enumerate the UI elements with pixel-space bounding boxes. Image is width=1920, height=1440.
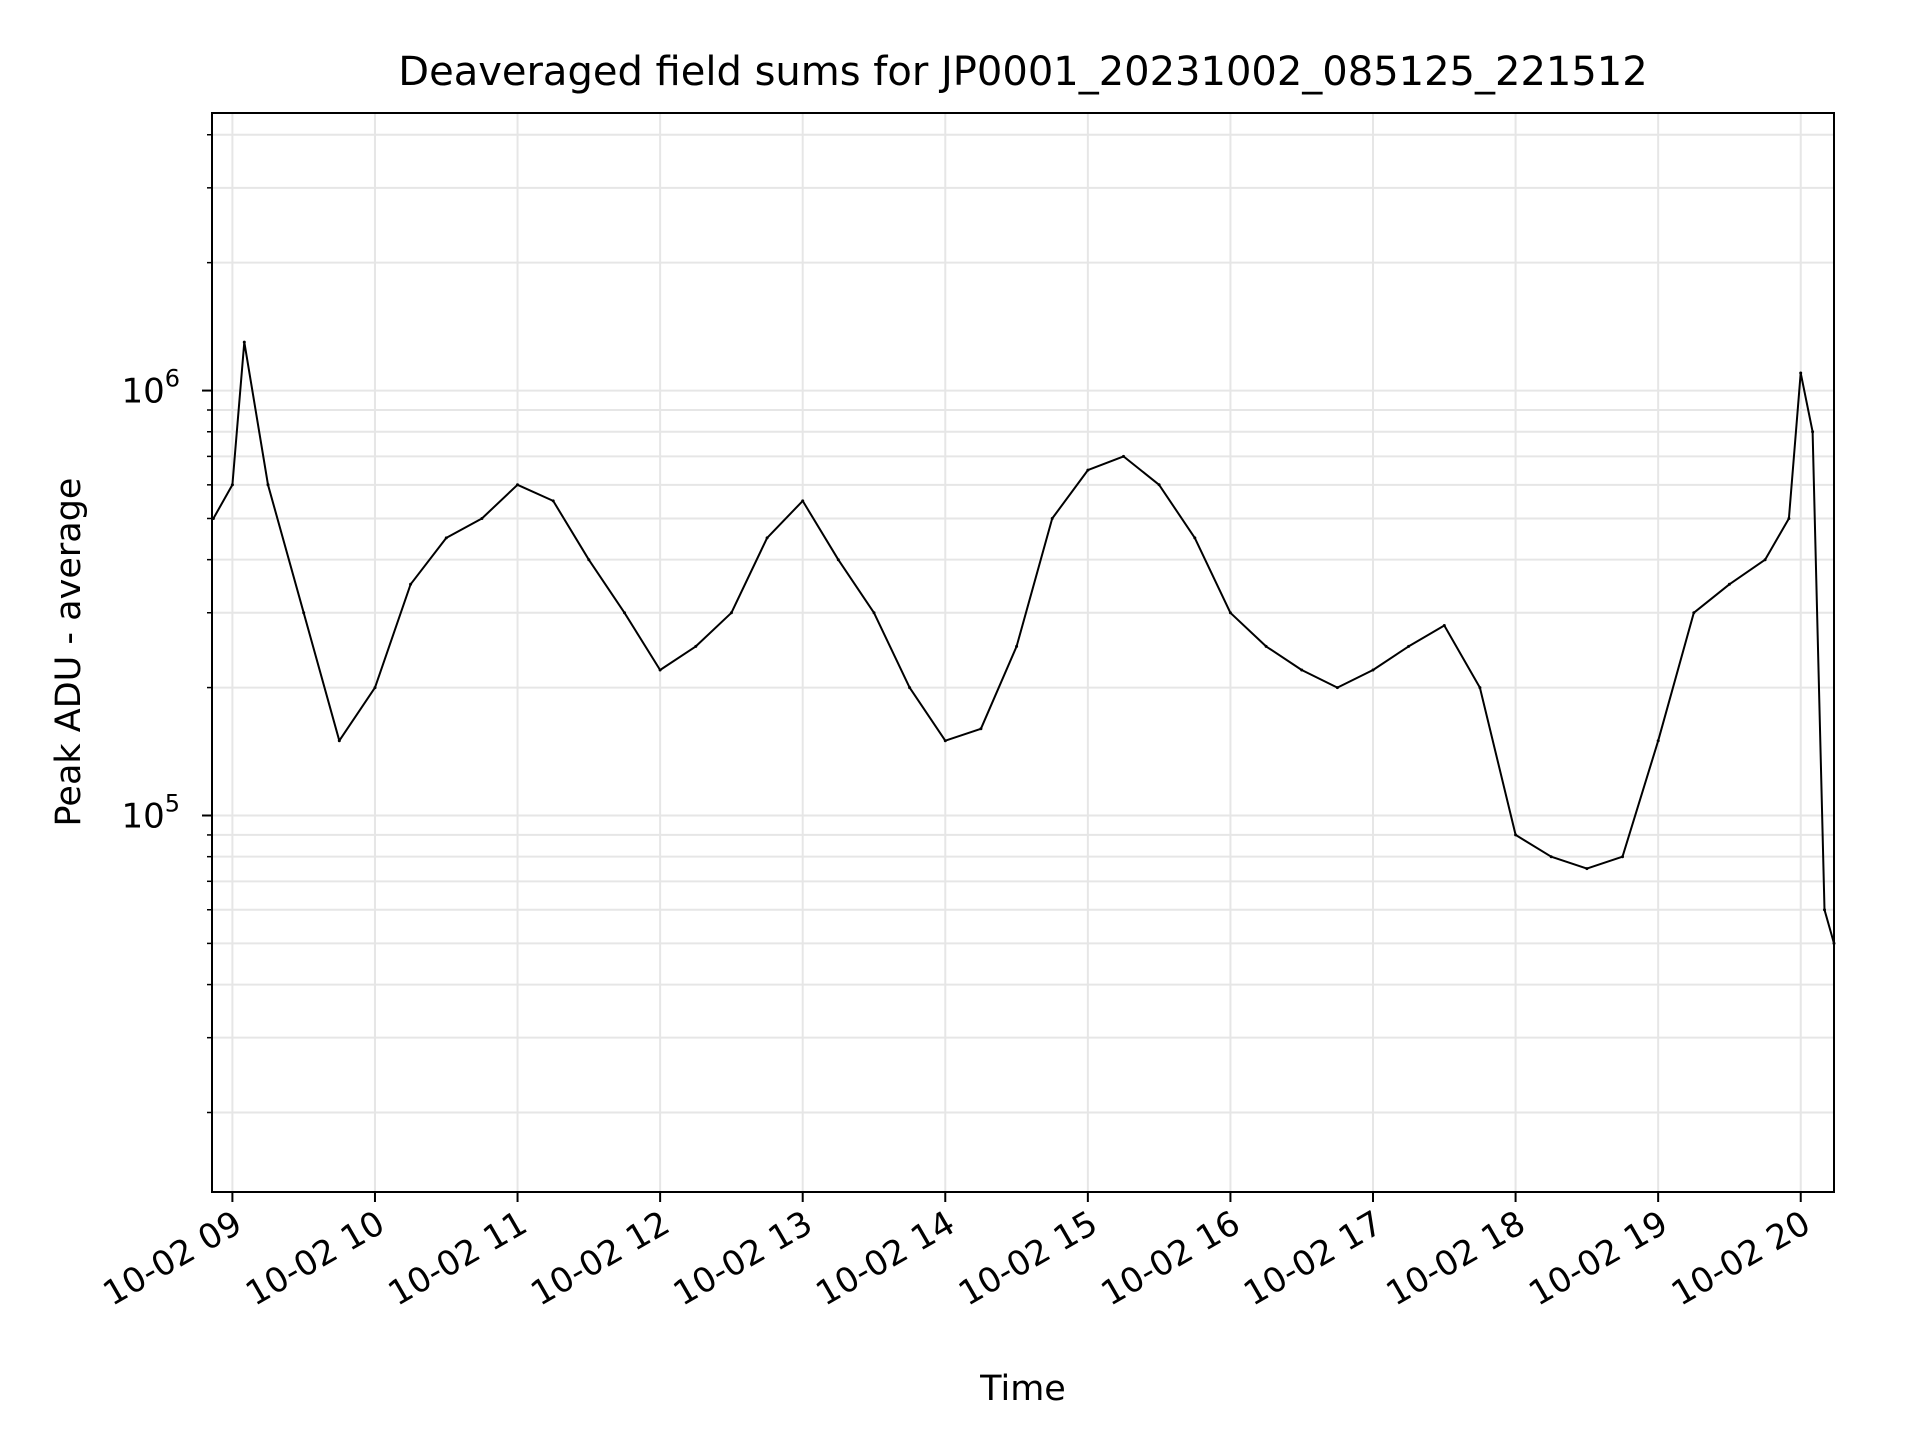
y-tick-label: 106 [121,365,180,412]
data-point [480,517,484,520]
y-axis-label: Peak ADU - average [49,478,89,827]
data-point [1228,611,1232,615]
data-point [337,739,341,743]
data-point [409,582,413,586]
plot-frame [211,112,1835,1193]
data-point [1086,468,1090,472]
data-point [872,611,876,615]
data-point [1264,644,1268,648]
grid-layer [212,113,1834,1192]
data-point [1442,624,1446,627]
data-point [908,686,912,690]
x-axis-label: Time [979,1369,1066,1409]
data-point [729,611,733,615]
data-point [1787,517,1791,520]
data-point [1692,611,1696,615]
data-point [1371,668,1375,672]
data-point [516,483,519,487]
data-point [943,739,947,743]
data-point [1823,908,1826,912]
data-point [1799,371,1803,375]
data-point [801,499,805,503]
data-point [551,499,555,503]
data-point [1763,558,1767,562]
data-point [836,558,840,562]
data-point [1335,686,1339,690]
data-point [694,644,698,648]
data-point [302,611,306,615]
data-point [1157,483,1161,487]
data-point [1478,686,1482,690]
data-point [1811,430,1815,434]
data-point [1015,644,1019,648]
data-point [765,536,769,540]
data-point [1407,644,1411,648]
data-point [1727,582,1731,586]
data-point [979,727,983,731]
plot-layer [211,340,1836,945]
data-point [1300,668,1304,672]
data-point [1122,454,1125,458]
data-point [1656,739,1660,743]
data-point [587,558,591,562]
data-point [266,483,270,487]
data-point [1621,855,1624,859]
data-point [623,611,626,615]
data-point [1514,833,1518,837]
data-point [658,668,662,672]
data-point [230,483,234,487]
data-point [444,536,448,540]
data-point [373,686,377,690]
data-point [1193,536,1197,540]
data-point [1549,855,1553,859]
data-point [242,340,246,344]
chart-title: Deaveraged field sums for JP0001_2023100… [398,49,1647,95]
y-tick-label: 105 [121,789,180,836]
data-point [1050,517,1054,520]
data-point [1585,867,1589,871]
